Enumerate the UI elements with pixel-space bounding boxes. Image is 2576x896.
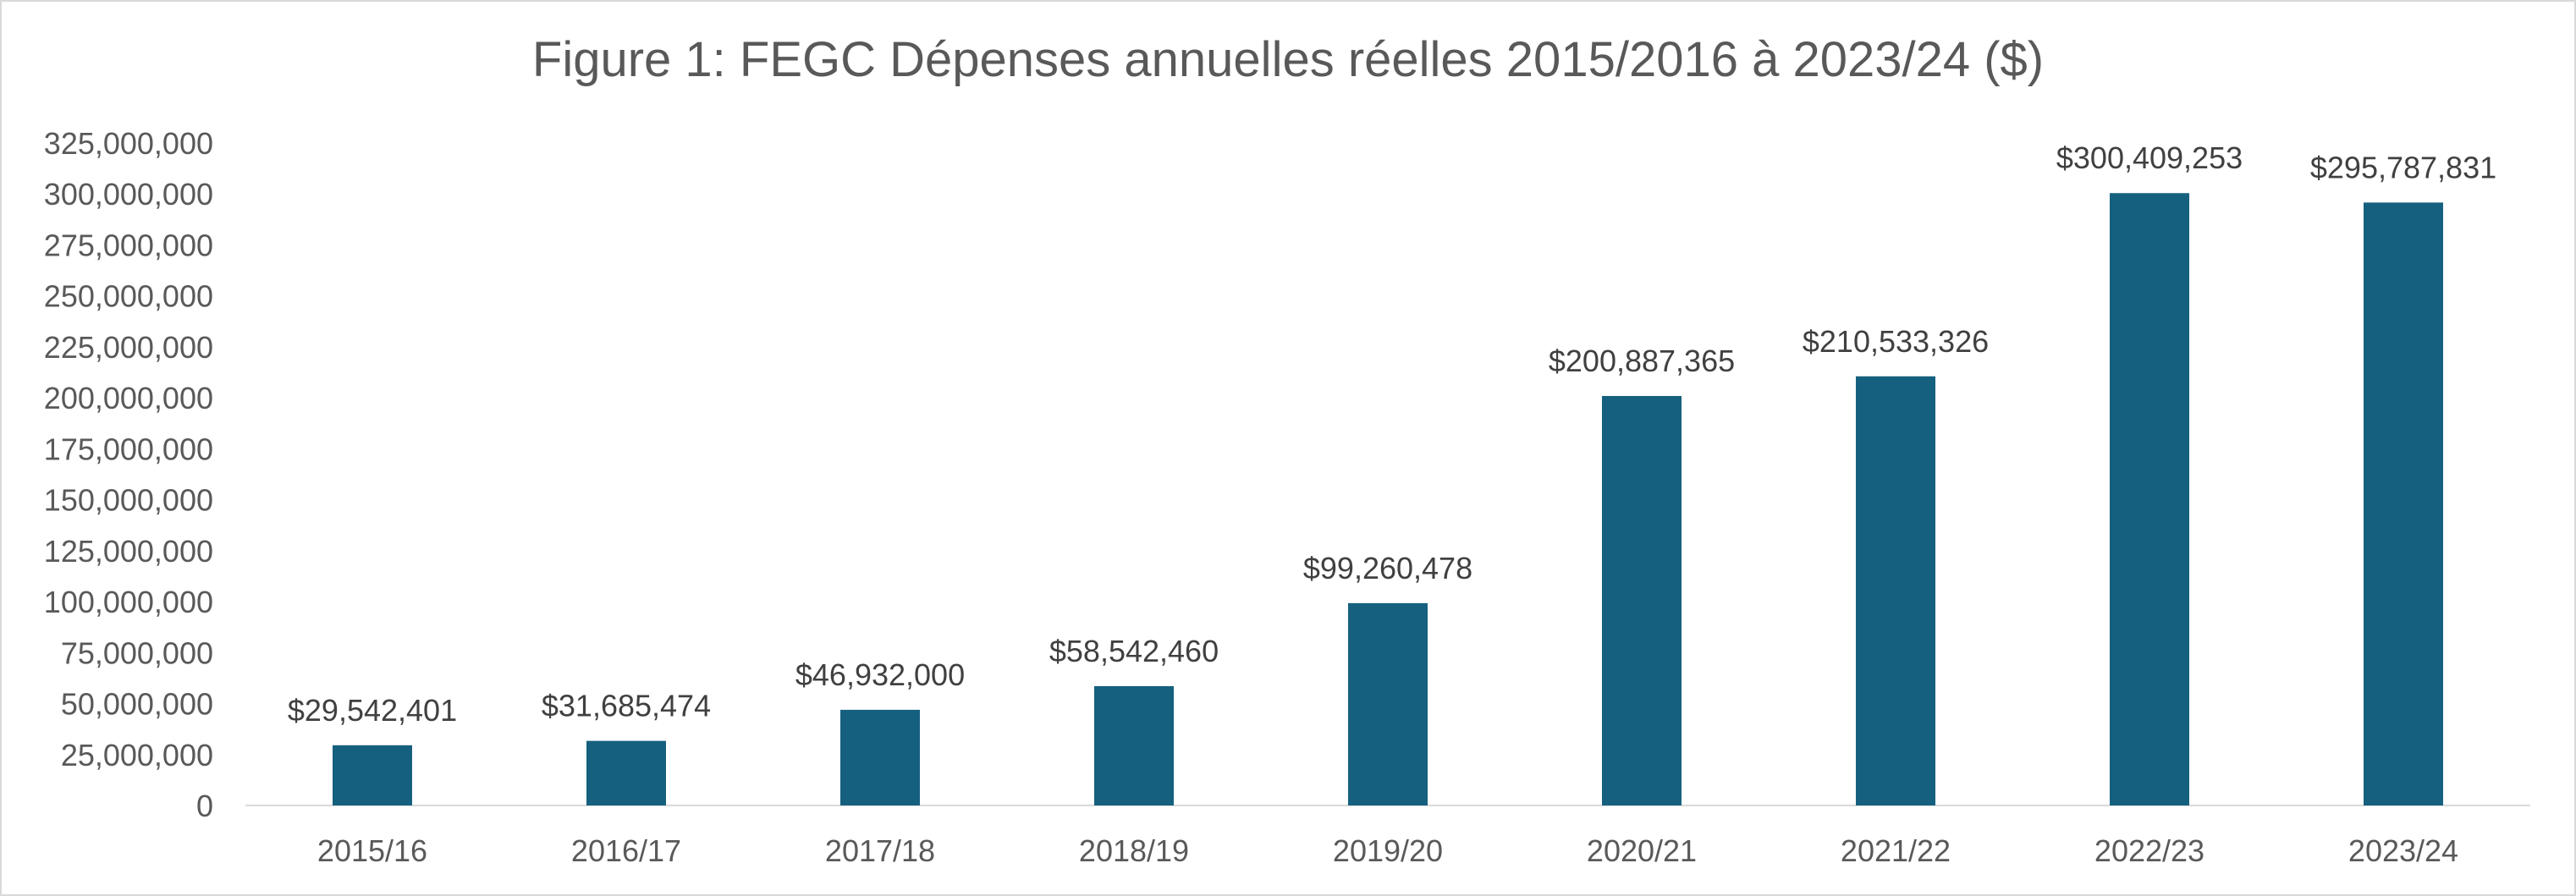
data-label: $99,260,478	[1303, 551, 1472, 585]
x-tick-label: 2021/22	[1841, 833, 1951, 868]
bar	[1348, 602, 1428, 805]
y-tick-label: 25,000,000	[61, 738, 213, 772]
y-tick-label: 100,000,000	[44, 585, 213, 619]
bar	[333, 745, 412, 805]
x-tick-label: 2020/21	[1587, 833, 1697, 868]
data-labels: $29,542,401 $31,685,474 $46,932,000 $58,542…	[288, 140, 2496, 728]
y-tick-label: 125,000,000	[44, 534, 213, 569]
data-label: $29,542,401	[288, 693, 457, 728]
bars	[333, 193, 2443, 806]
bar	[2364, 202, 2443, 806]
bar	[2110, 193, 2189, 806]
x-tick-label: 2018/19	[1079, 833, 1189, 868]
y-tick-label: 275,000,000	[44, 228, 213, 262]
bar	[1602, 396, 1682, 805]
y-tick-label: 175,000,000	[44, 432, 213, 466]
y-tick-label: 75,000,000	[61, 635, 213, 670]
y-tick-label: 225,000,000	[44, 330, 213, 365]
y-tick-label: 250,000,000	[44, 279, 213, 314]
bar	[840, 709, 920, 805]
data-label: $300,409,253	[2056, 140, 2243, 175]
x-tick-label: 2019/20	[1333, 833, 1443, 868]
data-label: $46,932,000	[795, 657, 965, 692]
y-tick-label: 325,000,000	[44, 126, 213, 161]
data-label: $31,685,474	[542, 689, 711, 723]
bar	[586, 740, 666, 805]
y-tick-label: 300,000,000	[44, 177, 213, 212]
y-tick-label: 200,000,000	[44, 381, 213, 415]
x-tick-label: 2023/24	[2348, 833, 2458, 868]
chart-title: Figure 1: FEGC Dépenses annuelles réelle…	[531, 32, 2045, 87]
x-axis: 2015/16 2016/17 2017/18 2018/19 2019/20 2020/…	[245, 805, 2530, 868]
y-tick-label: 150,000,000	[44, 483, 213, 518]
x-tick-label: 2015/16	[317, 833, 427, 868]
x-tick-label: 2016/17	[571, 833, 681, 868]
x-tick-label: 2017/18	[825, 833, 935, 868]
bar	[1094, 685, 1174, 805]
y-tick-label: 50,000,000	[61, 687, 213, 722]
x-tick-label: 2022/23	[2094, 833, 2204, 868]
data-label: $295,787,831	[2310, 150, 2496, 184]
y-axis: 0 25,000,000 50,000,000 75,000,000 100,000,0…	[44, 126, 213, 823]
data-label: $58,542,460	[1049, 634, 1219, 668]
bar	[1856, 376, 1935, 805]
data-label: $210,533,326	[1803, 324, 1989, 359]
y-tick-label: 0	[196, 789, 213, 823]
data-label: $200,887,365	[1549, 344, 1735, 378]
